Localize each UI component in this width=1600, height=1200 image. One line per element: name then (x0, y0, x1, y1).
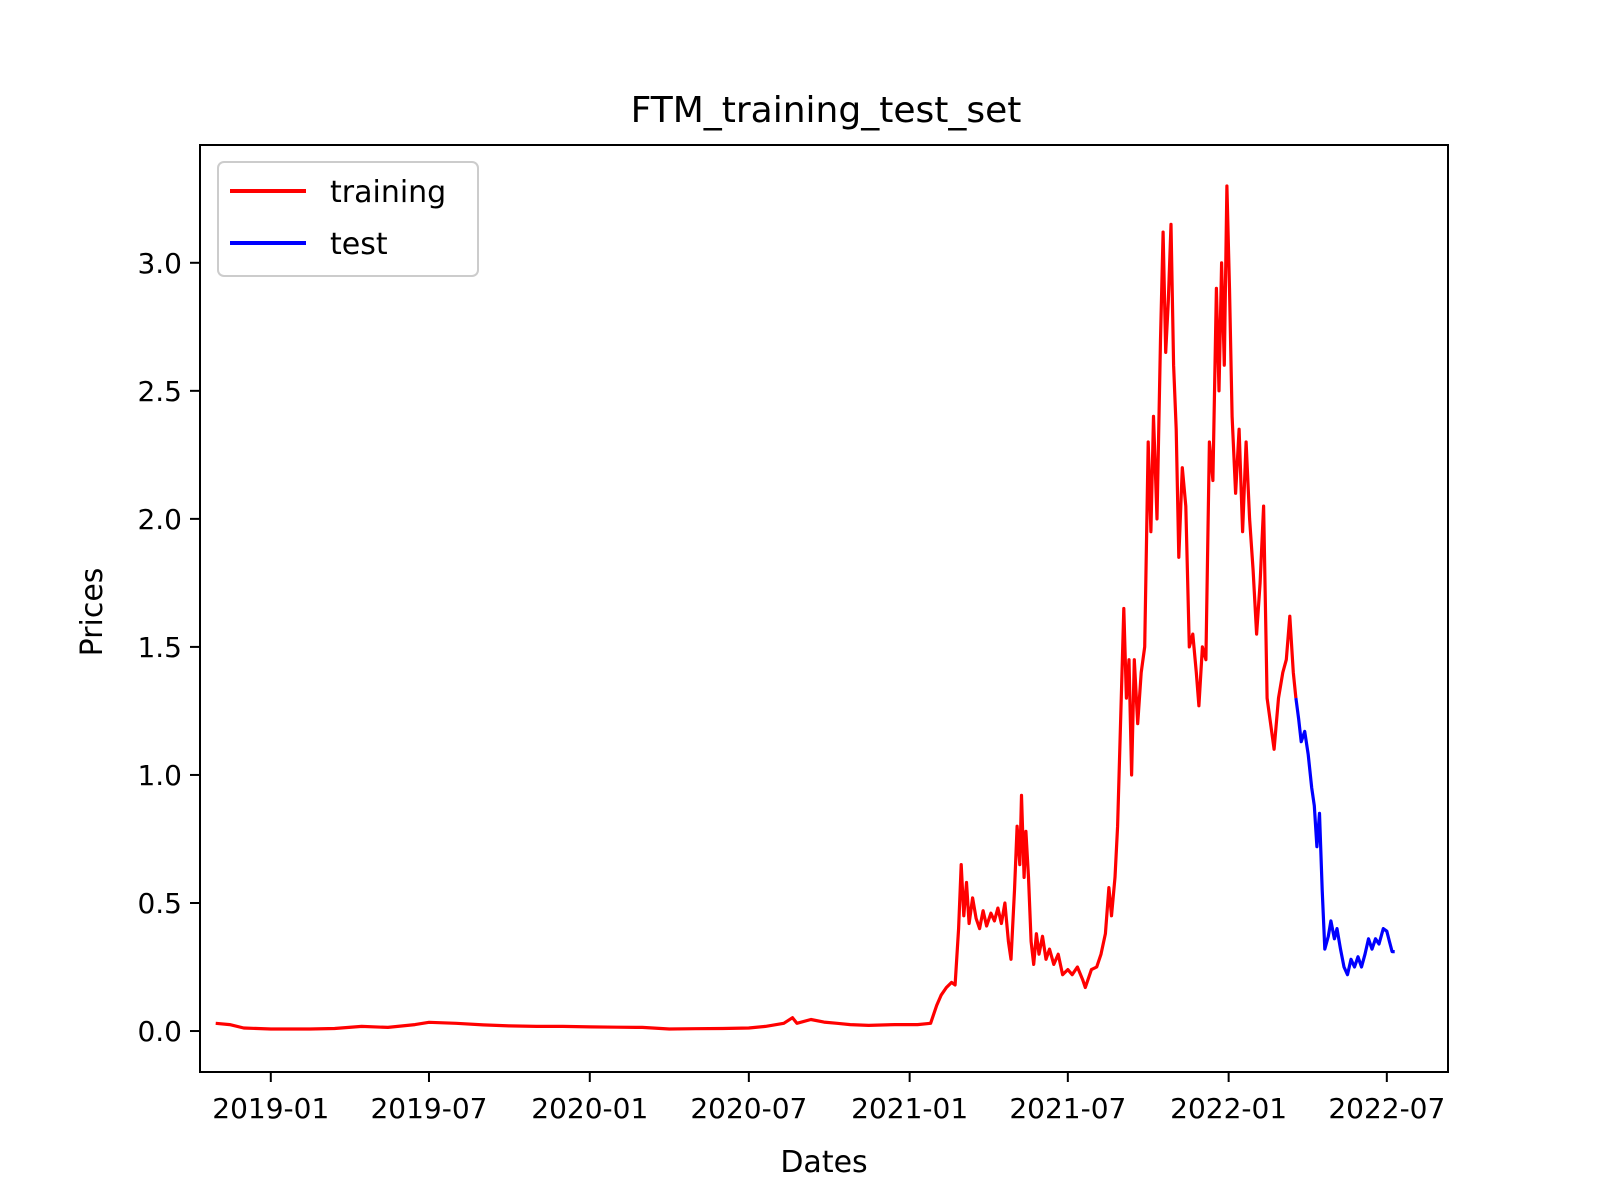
y-tick-label: 0.5 (137, 887, 182, 920)
y-tick-label: 2.0 (137, 503, 182, 536)
y-axis-title: Prices (75, 568, 110, 657)
y-tick-label: 0.0 (137, 1015, 182, 1048)
legend: training test (217, 161, 479, 277)
x-tick-label: 2022-07 (1328, 1092, 1445, 1125)
series-line-test (1294, 697, 1395, 977)
series-line-training (215, 184, 1298, 1031)
chart-title: FTM_training_test_set (631, 90, 1022, 131)
y-tick-label: 3.0 (137, 247, 182, 280)
y-axis: 0.0 0.5 1.0 1.5 2.0 2.5 3.0 (137, 247, 200, 1048)
x-tick-label: 2019-07 (370, 1092, 487, 1125)
axes-frame (199, 144, 1449, 1073)
x-tick-label: 2021-01 (851, 1092, 968, 1125)
y-tick-label: 1.0 (137, 759, 182, 792)
x-tick-label: 2019-01 (212, 1092, 329, 1125)
x-axis-title: Dates (780, 1145, 867, 1180)
x-tick-label: 2020-01 (531, 1092, 648, 1125)
legend-label-test: test (330, 227, 388, 262)
x-axis: 2019-01 2019-07 2020-01 2020-07 2021-01 2021-… (212, 1072, 1445, 1125)
x-tick-label: 2021-07 (1009, 1092, 1126, 1125)
legend-label-training: training (330, 175, 446, 210)
y-tick-label: 2.5 (137, 375, 182, 408)
x-tick-label: 2020-07 (690, 1092, 807, 1125)
x-tick-label: 2022-01 (1170, 1092, 1287, 1125)
plot-lines (215, 184, 1395, 1031)
y-tick-label: 1.5 (137, 631, 182, 664)
